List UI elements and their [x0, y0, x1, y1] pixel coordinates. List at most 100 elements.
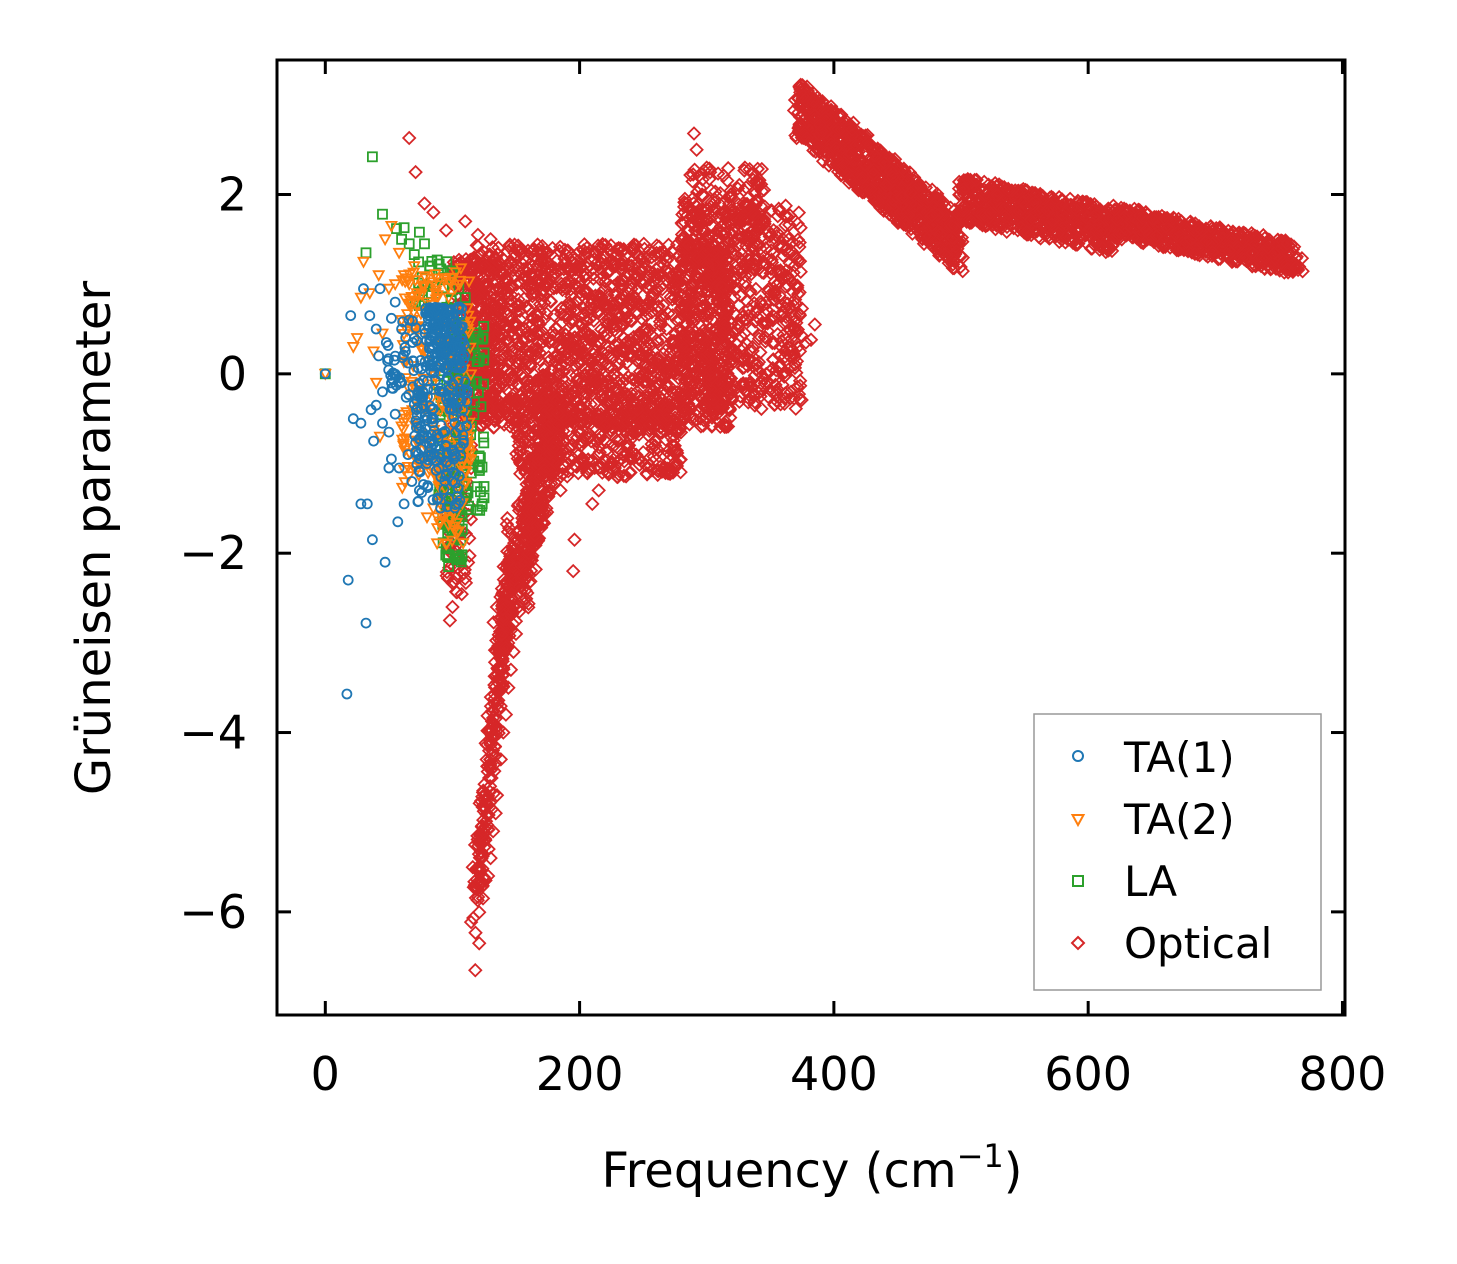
optical-point — [667, 290, 683, 306]
optical-point — [591, 440, 607, 455]
optical-point — [687, 309, 702, 325]
optical-point — [579, 286, 595, 301]
optical-point — [637, 365, 653, 381]
optical-point — [651, 388, 667, 404]
optical-point — [644, 436, 659, 452]
optical-point — [474, 818, 490, 833]
optical-point — [792, 235, 807, 250]
optical-point — [557, 242, 573, 258]
optical-point — [498, 612, 514, 627]
optical-point — [612, 432, 628, 448]
optical-point — [666, 385, 681, 401]
optical-point — [463, 914, 479, 930]
optical-point — [626, 295, 642, 311]
optical-point — [612, 261, 628, 277]
optical-point — [694, 187, 710, 202]
optical-point — [702, 161, 717, 176]
optical-point — [642, 243, 657, 259]
optical-point — [669, 455, 685, 471]
optical-point — [482, 758, 498, 773]
optical-point — [499, 516, 515, 532]
optical-point — [703, 195, 719, 210]
optical-point — [490, 275, 505, 290]
optical-point — [570, 269, 586, 285]
optical-point — [792, 391, 807, 407]
optical-point — [519, 299, 535, 314]
optical-point — [498, 640, 513, 655]
optical-point — [713, 395, 728, 411]
optical-point — [487, 739, 503, 755]
optical-point — [735, 340, 751, 355]
optical-point — [708, 279, 724, 295]
optical-point — [603, 423, 618, 438]
optical-point — [565, 431, 580, 447]
optical-point — [607, 322, 622, 338]
optical-point — [532, 296, 548, 312]
optical-point — [704, 306, 719, 321]
optical-point — [529, 431, 544, 447]
optical-point — [625, 287, 641, 303]
optical-point — [736, 213, 752, 228]
optical-point — [679, 208, 695, 224]
optical-point — [694, 330, 710, 345]
optical-point — [679, 272, 695, 288]
optical-point — [490, 408, 506, 424]
optical-point — [778, 368, 793, 383]
optical-point — [568, 339, 584, 355]
optical-point — [757, 329, 773, 345]
optical-point — [708, 184, 723, 199]
optical-point — [486, 420, 501, 435]
optical-point — [481, 723, 496, 739]
optical-point — [728, 308, 744, 323]
optical-point — [719, 302, 734, 317]
optical-point — [700, 392, 715, 408]
optical-point — [685, 174, 700, 189]
optical-point — [773, 396, 788, 412]
optical-point — [454, 586, 469, 602]
optical-point — [721, 230, 736, 246]
optical-point — [586, 244, 601, 259]
optical-point — [745, 222, 761, 237]
optical-point — [659, 272, 674, 287]
optical-point — [540, 254, 556, 270]
optical-point — [529, 258, 545, 274]
optical-point — [707, 195, 722, 210]
optical-point — [567, 323, 583, 339]
optical-point — [557, 407, 573, 422]
optical-point — [695, 241, 711, 256]
optical-point — [599, 373, 614, 389]
optical-point — [738, 376, 754, 392]
optical-point — [643, 337, 659, 353]
optical-point — [791, 205, 807, 220]
optical-point — [664, 422, 680, 437]
optical-point — [754, 265, 770, 280]
optical-point — [586, 271, 601, 286]
optical-point — [754, 401, 769, 417]
optical-point — [581, 303, 596, 318]
optical-point — [769, 225, 785, 240]
optical-point — [782, 300, 797, 315]
optical-point — [478, 257, 493, 273]
optical-point — [551, 263, 566, 279]
optical-point — [699, 239, 714, 255]
optical-point — [542, 352, 558, 368]
optical-point — [541, 438, 557, 454]
optical-point — [576, 360, 592, 376]
optical-point — [571, 408, 587, 423]
optical-point — [667, 444, 682, 459]
optical-point — [786, 391, 802, 406]
optical-point — [491, 701, 507, 717]
optical-point — [719, 253, 735, 268]
optical-point — [640, 428, 656, 443]
optical-point — [698, 242, 714, 257]
optical-point — [639, 333, 654, 349]
optical-point — [651, 239, 667, 255]
optical-point — [470, 889, 486, 905]
optical-point — [695, 323, 711, 338]
optical-point — [476, 869, 491, 885]
optical-point — [765, 313, 781, 328]
optical-point — [579, 240, 595, 256]
optical-point — [507, 359, 523, 375]
optical-point — [727, 343, 743, 358]
